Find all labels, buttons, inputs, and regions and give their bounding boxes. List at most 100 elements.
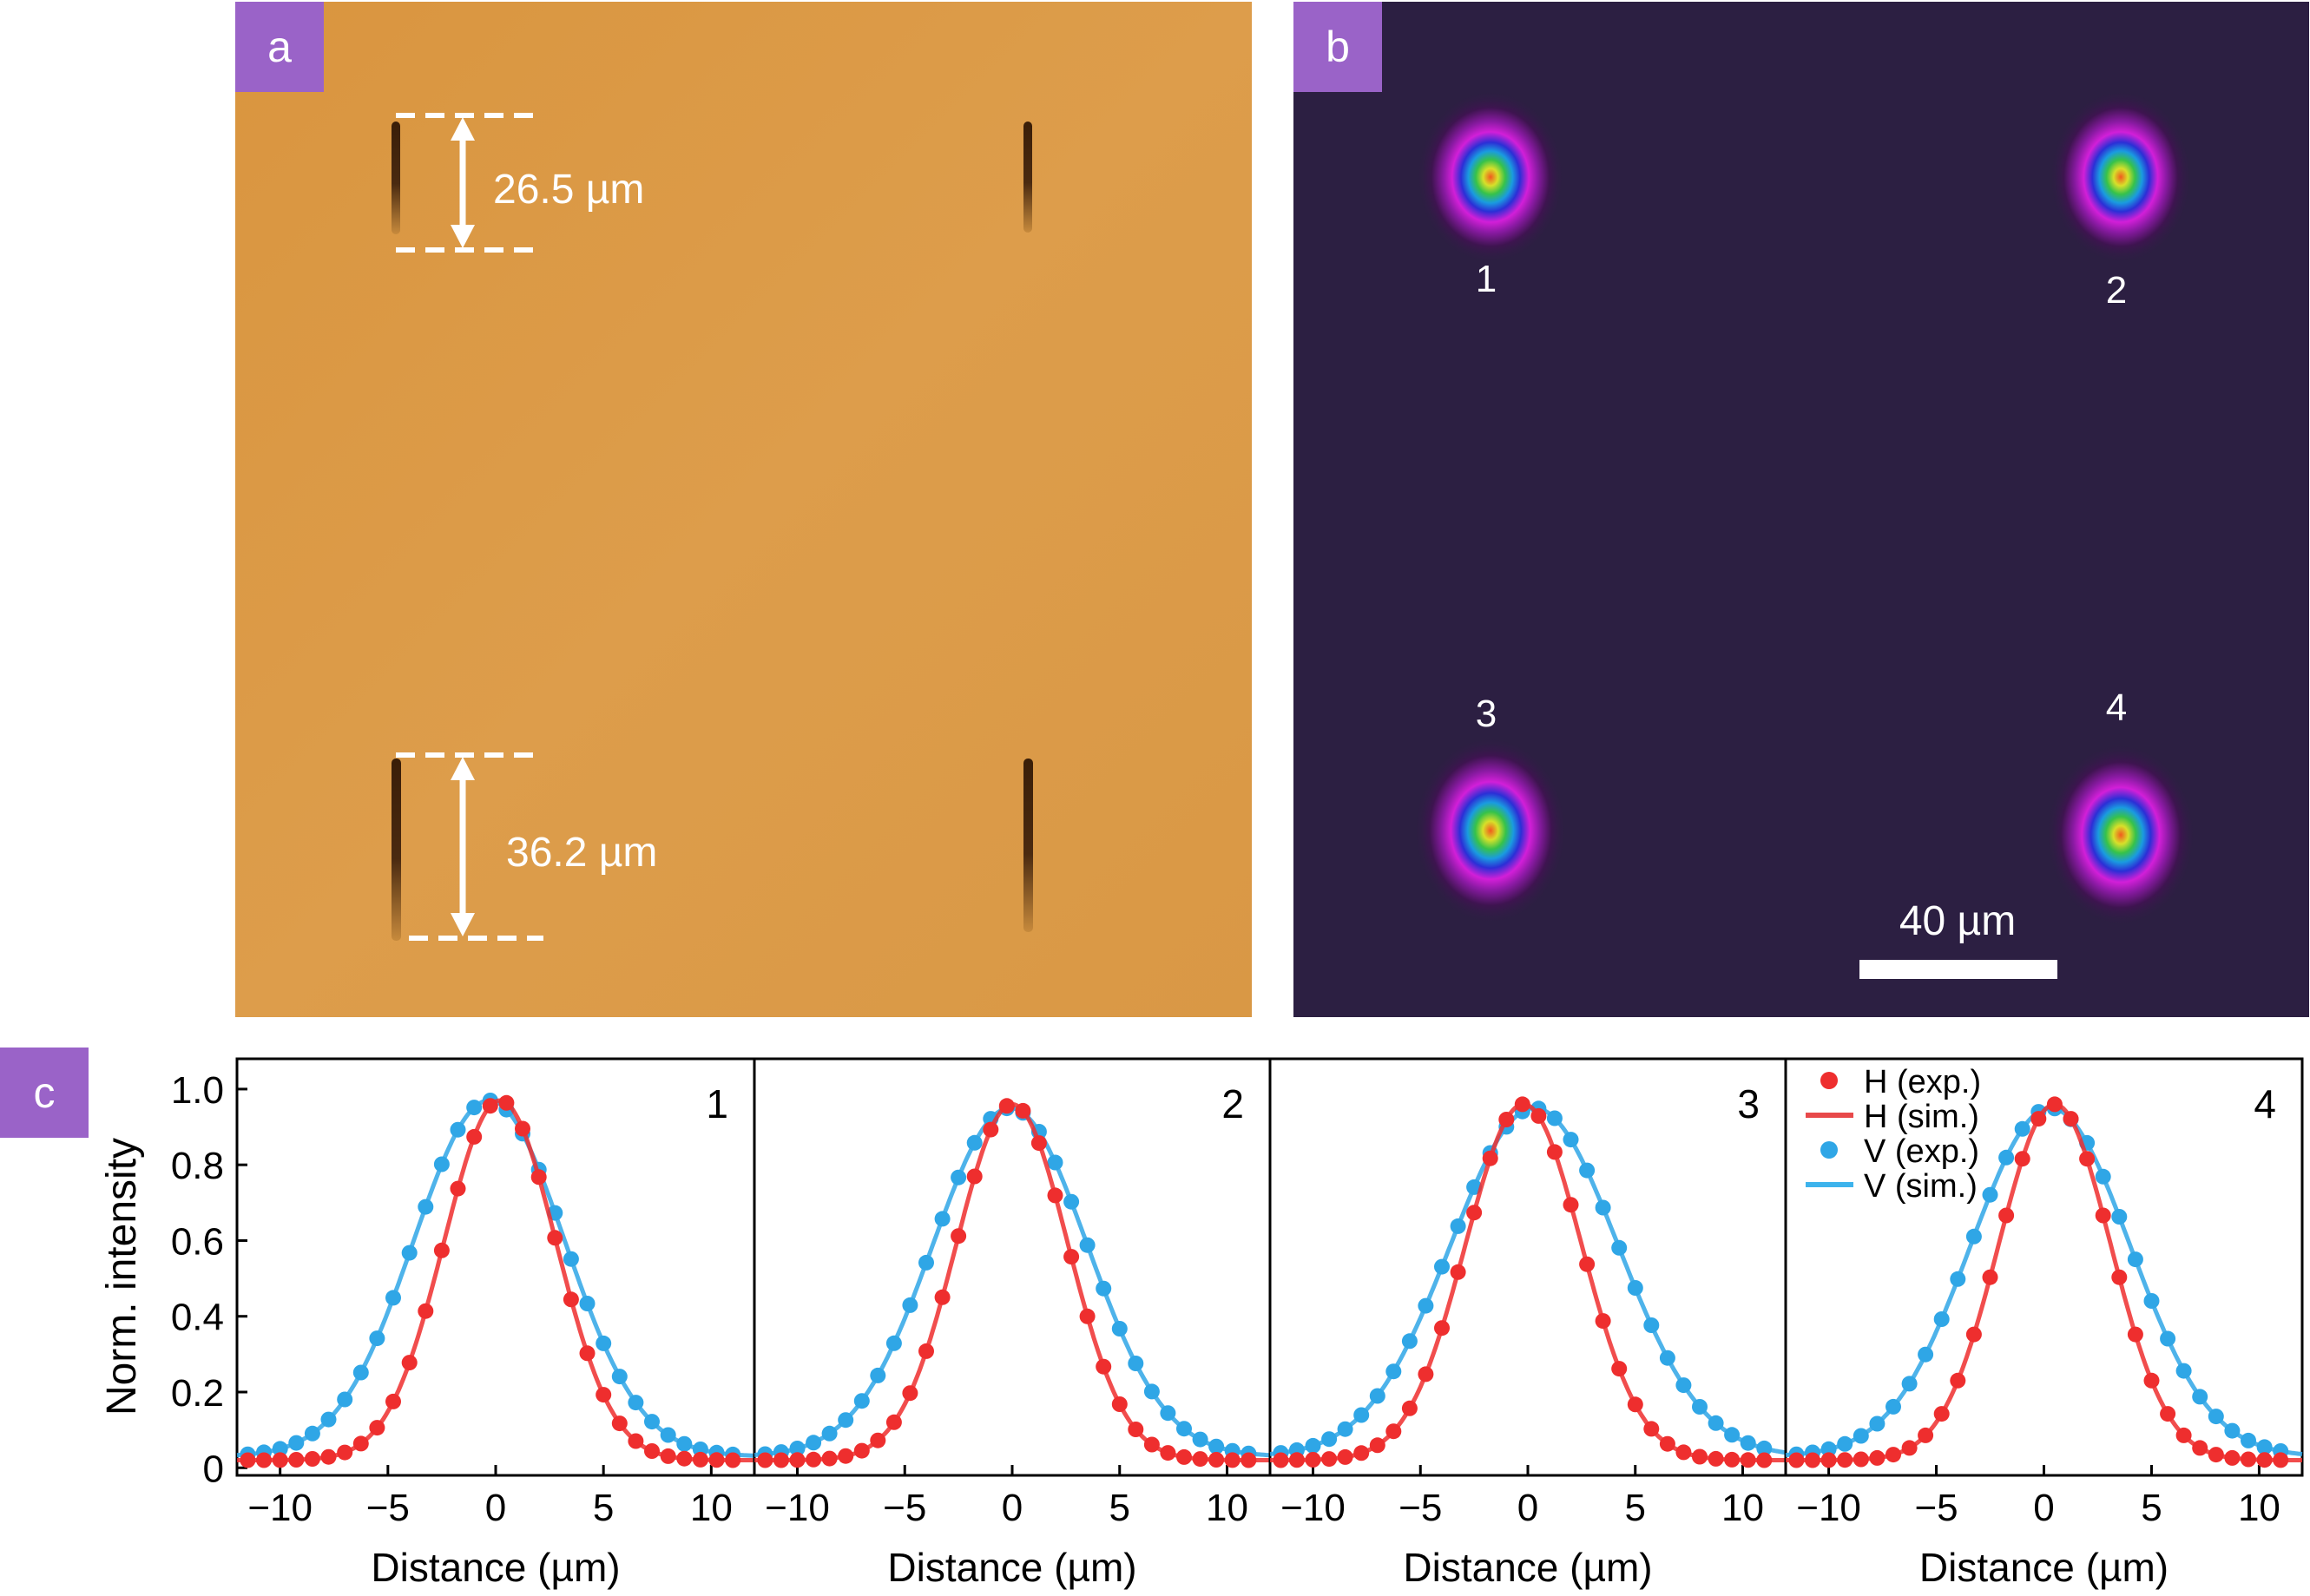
- H-exp-point: [676, 1450, 693, 1467]
- H-exp-point: [2208, 1447, 2224, 1463]
- H-exp-point: [1675, 1444, 1692, 1461]
- V-exp-point: [2192, 1389, 2208, 1405]
- H-exp-point: [1820, 1452, 1837, 1468]
- H-exp-point: [1514, 1096, 1530, 1113]
- H-exp-point: [1208, 1452, 1225, 1468]
- H-exp-point: [1063, 1249, 1080, 1265]
- H-exp-point: [450, 1180, 466, 1197]
- H-exp-point: [1369, 1437, 1385, 1454]
- H-exp-point: [1273, 1452, 1289, 1468]
- scale-bar: [1859, 960, 2057, 979]
- V-exp-point: [966, 1134, 983, 1151]
- V-exp-point: [2224, 1422, 2241, 1439]
- V-exp-point: [870, 1367, 886, 1383]
- H-exp-point: [2224, 1449, 2241, 1466]
- V-exp-point: [1096, 1280, 1112, 1297]
- H-exp-point: [2175, 1427, 2192, 1443]
- H-exp-point: [2160, 1406, 2176, 1422]
- V-exp-point: [789, 1441, 806, 1456]
- V-exp-point: [433, 1156, 450, 1172]
- V-exp-point: [2241, 1432, 2256, 1448]
- H-exp-point: [530, 1169, 547, 1186]
- H-exp-point: [1740, 1452, 1756, 1468]
- x-tick-label: 10: [1721, 1487, 1764, 1529]
- V-exp-point: [660, 1427, 676, 1443]
- y-tick-label: 1.0: [171, 1069, 224, 1112]
- mode-spot-4: [2046, 744, 2195, 926]
- panel-label-a: a: [235, 2, 324, 92]
- H-exp-point: [369, 1420, 385, 1436]
- V-exp-point: [1643, 1317, 1660, 1333]
- H-exp-point: [320, 1448, 337, 1465]
- H-exp-point: [1160, 1445, 1176, 1461]
- H-exp-point: [547, 1230, 563, 1246]
- spot-label-2: 2: [2106, 269, 2127, 312]
- x-tick-label: −5: [366, 1487, 410, 1529]
- H-exp-point: [1643, 1421, 1660, 1437]
- V-exp-point: [902, 1297, 918, 1313]
- x-axis-label: Distance (µm): [1919, 1545, 2169, 1590]
- subplot-number-1: 1: [706, 1081, 728, 1126]
- H-exp-point: [1030, 1135, 1047, 1152]
- V-exp-point: [1886, 1398, 1901, 1415]
- H-exp-point: [1353, 1445, 1370, 1461]
- V-exp-point: [579, 1296, 596, 1311]
- H-exp-point: [1224, 1452, 1241, 1468]
- V-exp-point: [1369, 1388, 1385, 1404]
- x-tick-label: 5: [1625, 1487, 1646, 1529]
- x-axis-label: Distance (µm): [1403, 1545, 1652, 1590]
- waveguide-slit-3: [392, 759, 401, 941]
- V-exp-point: [2160, 1330, 2176, 1347]
- H-exp-point: [1853, 1451, 1869, 1468]
- legend-marker: [1820, 1072, 1838, 1089]
- H-exp-point: [1950, 1372, 1966, 1389]
- panel-b-image: 1 2 3 4 40 µm: [1293, 2, 2309, 1017]
- H-sim-curve-2: [754, 1101, 1270, 1462]
- H-exp-point: [1450, 1264, 1466, 1280]
- V-exp-point: [1724, 1427, 1741, 1443]
- H-exp-point: [1886, 1447, 1901, 1463]
- H-exp-point: [1611, 1361, 1628, 1377]
- H-exp-point: [2256, 1452, 2273, 1468]
- H-exp-point: [2111, 1269, 2128, 1285]
- H-exp-point: [1918, 1427, 1934, 1443]
- legend-label: H (sim.): [1864, 1099, 1979, 1135]
- H-exp-point: [1498, 1112, 1515, 1127]
- V-exp-point: [369, 1330, 385, 1347]
- H-exp-point: [2273, 1452, 2289, 1468]
- spot-label-1: 1: [1476, 258, 1497, 300]
- H-exp-point: [838, 1448, 854, 1464]
- H-exp-point: [2095, 1207, 2111, 1224]
- subplot-number-3: 3: [1737, 1081, 1760, 1126]
- spot-label-3: 3: [1476, 693, 1497, 735]
- legend-label: H (exp.): [1864, 1064, 1981, 1100]
- H-exp-point: [1241, 1452, 1257, 1468]
- V-exp-point: [466, 1100, 483, 1116]
- H-exp-point: [1047, 1187, 1063, 1204]
- V-exp-point: [1611, 1239, 1628, 1256]
- panel-a: 26.5 µm 36.2 µm a: [235, 2, 1252, 1017]
- H-exp-point: [2127, 1326, 2143, 1343]
- H-exp-point: [611, 1415, 628, 1432]
- H-exp-point: [1708, 1450, 1724, 1467]
- H-exp-point: [1692, 1448, 1708, 1465]
- V-exp-point: [1450, 1218, 1466, 1234]
- x-tick-label: 10: [690, 1487, 733, 1529]
- H-exp-point: [1546, 1144, 1563, 1160]
- H-exp-point: [2143, 1372, 2160, 1389]
- V-exp-point: [1079, 1237, 1096, 1253]
- H-exp-point: [1837, 1452, 1853, 1468]
- V-exp-point: [1192, 1431, 1208, 1448]
- H-exp-point: [983, 1121, 999, 1138]
- V-exp-point: [1675, 1377, 1692, 1394]
- x-tick-label: −5: [1399, 1487, 1442, 1529]
- H-exp-point: [1143, 1436, 1160, 1453]
- mode-spot-2: [2050, 90, 2192, 264]
- dimension-label-top: 26.5 µm: [493, 167, 644, 213]
- V-exp-point: [1434, 1258, 1450, 1275]
- V-exp-point: [1708, 1415, 1724, 1431]
- V-sim-curve-3: [1269, 1106, 1787, 1456]
- H-exp-point: [2014, 1151, 2030, 1167]
- V-sim-curve-1: [236, 1098, 755, 1458]
